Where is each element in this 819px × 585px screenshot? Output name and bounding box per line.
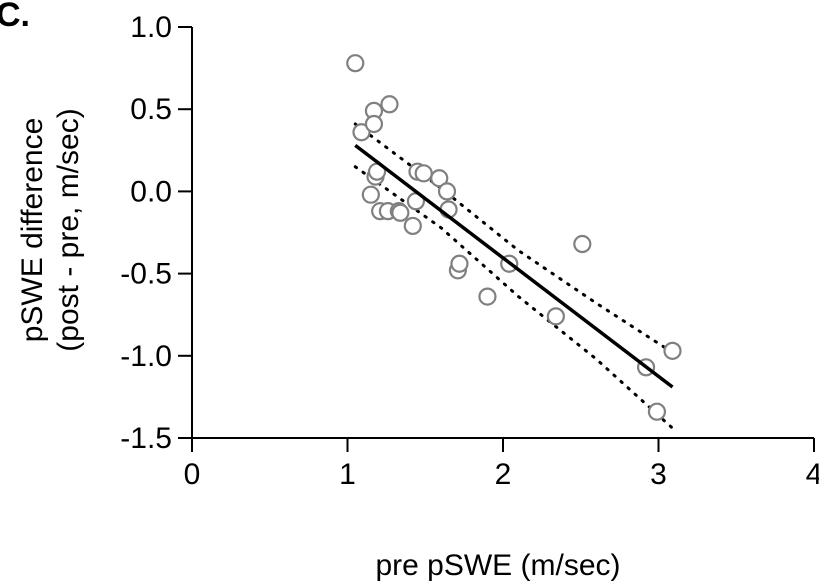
data-point [450,254,469,273]
y-tick-label: 1.0 [130,11,172,44]
x-tick-label: 0 [184,458,201,491]
data-point [430,169,449,188]
data-point [352,123,371,142]
data-point [346,54,365,73]
regression-line [354,143,674,389]
data-point [573,234,592,254]
data-point [364,114,384,134]
y-tick-label: 0.5 [130,93,172,126]
y-axis-title-line-1: pSWE difference [16,118,49,343]
data-point [414,164,433,183]
data-point [403,216,422,236]
data-point [380,95,399,114]
x-tick-label: 2 [495,458,512,491]
data-point [546,307,565,326]
data-point [647,402,667,421]
data-points [346,54,682,421]
confidence-interval-lines [353,122,674,430]
y-tick-label: -0.5 [120,258,172,291]
data-point [478,287,497,306]
x-tick-label: 1 [339,458,356,491]
panel-label: C. [0,0,30,34]
data-point [663,341,682,360]
x-tick-label: 3 [650,458,667,491]
axes: 1.0 0.5 0.0 -0.5 -1.0 -1.5 0 1 2 3 4 [120,11,819,491]
y-tick-label: -1.5 [120,422,172,455]
x-axis-title: pre pSWE (m/sec) [375,549,620,582]
data-point [361,185,380,204]
y-tick-label: -1.0 [120,340,172,373]
y-axis-title: pSWE difference (post - pre, m/sec) [16,108,85,351]
y-tick-label: 0.0 [130,175,172,208]
ci-lower-line [353,165,674,430]
data-point [437,182,457,201]
y-axis-title-line-2: (post - pre, m/sec) [52,108,85,351]
x-tick-label: 4 [806,458,819,491]
regression-line-group [354,143,674,389]
data-point [391,203,410,222]
ci-upper-line [353,122,674,355]
